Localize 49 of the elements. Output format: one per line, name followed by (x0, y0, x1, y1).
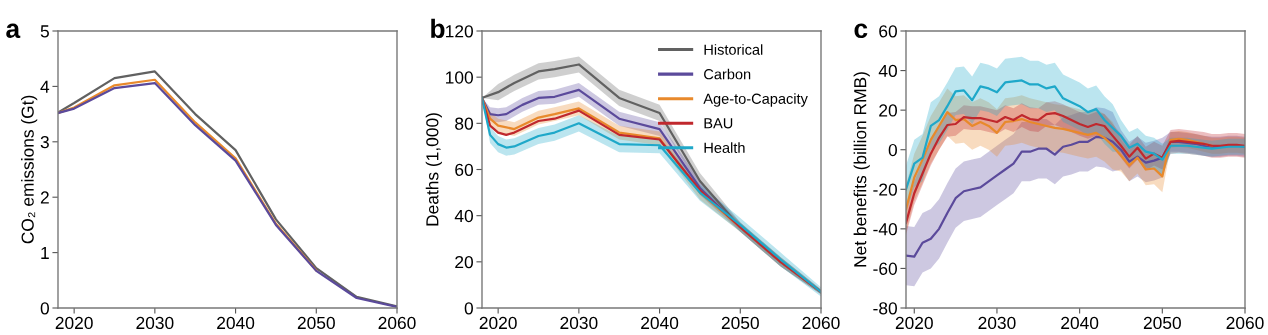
x-tick-label: 2060 (802, 316, 840, 330)
y-tick-label: 80 (455, 117, 473, 130)
x-tick-label: 2050 (1143, 316, 1181, 330)
x-tick-label: 2020 (895, 316, 933, 330)
y-tick-label: 60 (879, 25, 897, 38)
legend-label: Health (704, 142, 745, 153)
y-tick-label: 100 (446, 71, 473, 84)
y-tick-label: 3 (40, 135, 49, 149)
y-tick-label: 0 (464, 302, 473, 315)
line-series (906, 79, 1245, 191)
y-tick-label: 2 (40, 191, 49, 204)
y-tick-label: -60 (873, 262, 897, 275)
y-axis-title: Net benefits (billion RMB) (853, 72, 870, 267)
legend-label: Historical (704, 44, 763, 55)
y-tick-label: 20 (455, 256, 473, 269)
legend-label: Age-to-Capacity (703, 93, 808, 107)
y-tick-label: 40 (454, 209, 473, 223)
y-tick-label: 0 (40, 302, 49, 315)
y-tick-label: -40 (873, 223, 897, 236)
x-tick-label: 2060 (1226, 316, 1264, 330)
x-tick-label: 2040 (217, 316, 255, 330)
x-tick-label: 2060 (378, 316, 416, 330)
y-tick-label: 120 (446, 25, 473, 38)
x-tick-label: 2040 (1061, 316, 1099, 330)
x-tick-label: 2020 (55, 316, 93, 330)
x-tick-label: 2050 (297, 316, 335, 330)
y-axis-title: CO₂ emissions (Gt) (21, 95, 38, 244)
x-tick-label: 2050 (721, 316, 759, 330)
y-tick-label: 60 (455, 163, 473, 176)
y-tick-label: 40 (878, 64, 897, 78)
chart-title: a (6, 23, 21, 39)
legend-label: BAU (704, 118, 733, 129)
y-axis-title: Deaths (1,000) (425, 113, 442, 226)
y-tick-label: 5 (40, 25, 49, 38)
y-tick-label: 1 (41, 246, 49, 259)
x-tick-label: 2030 (560, 316, 598, 330)
y-tick-label: 4 (40, 80, 50, 93)
x-tick-label: 2030 (136, 316, 174, 330)
line-series (906, 112, 1245, 225)
y-tick-label: -80 (873, 302, 897, 315)
y-tick-label: -20 (873, 183, 897, 196)
chart-title: c (854, 23, 868, 39)
x-tick-label: 2030 (978, 316, 1016, 330)
legend-label: Carbon (704, 68, 751, 80)
y-tick-label: 0 (888, 143, 897, 157)
y-tick-label: 20 (879, 104, 897, 117)
x-tick-label: 2040 (641, 316, 679, 330)
chart-title: b (431, 18, 445, 39)
x-tick-label: 2020 (479, 316, 517, 330)
